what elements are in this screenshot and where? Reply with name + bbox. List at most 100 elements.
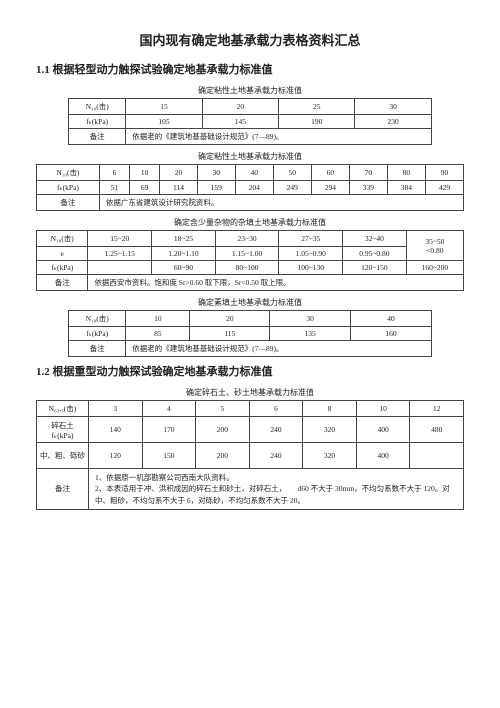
cell: 429: [425, 181, 463, 195]
cell: 480: [410, 417, 464, 443]
cell: 备注: [69, 341, 126, 357]
cell: 80~100: [215, 261, 279, 275]
cell: 1.25~1.15: [88, 247, 152, 261]
cell: 8: [303, 401, 357, 417]
cell: 备注: [37, 469, 89, 510]
cell: 0.95~0.80: [343, 247, 407, 261]
cell: fₖ(kPa): [37, 261, 88, 275]
cell: N₁₀(击): [69, 99, 126, 115]
cell: 30: [355, 99, 431, 115]
s2-table1: N₆₃.₅(击) 3 4 5 6 8 10 12 碎石土fₖ(kPa) 140 …: [36, 400, 464, 510]
cell: 339: [349, 181, 387, 195]
cell: N₆₃.₅(击): [37, 401, 89, 417]
cell: e: [37, 247, 88, 261]
cell: 400: [356, 417, 410, 443]
cell: 备注: [37, 275, 88, 291]
cell: 中、粗、砾砂: [37, 443, 89, 469]
table2-caption: 确定粘性土地基承载力标准值: [36, 151, 464, 162]
cell: 30: [270, 311, 351, 327]
cell: 114: [160, 181, 197, 195]
cell: 50: [273, 165, 311, 181]
cell: 90: [425, 165, 463, 181]
cell: 51: [99, 181, 129, 195]
cell: 20: [202, 99, 278, 115]
cell: 碎石土fₖ(kPa): [37, 417, 89, 443]
table-row: N₁₀(击) 15~20 18~25 23~30 27~35 32~40 35~…: [37, 231, 464, 247]
cell: 100~130: [279, 261, 343, 275]
cell: 60: [311, 165, 349, 181]
cell: 32~40: [343, 231, 407, 247]
cell: 40: [235, 165, 273, 181]
cell: 240: [249, 417, 303, 443]
cell: fₖ(kPa): [69, 327, 126, 341]
page-title: 国内现有确定地基承载力表格资料汇总: [36, 30, 464, 49]
table4-caption: 确定素填土地基承载力标准值: [36, 297, 464, 308]
cell: 3: [89, 401, 143, 417]
cell: N₁₀(击): [69, 311, 126, 327]
cell: 60~90: [152, 261, 216, 275]
cell: 160: [350, 327, 431, 341]
table-row: e 1.25~1.15 1.20~1.10 1.15~1.00 1.05~0.9…: [37, 247, 464, 261]
table-row: N₁₀(击) 15 20 25 30: [69, 99, 432, 115]
cell: 依据西安市资料。饱和度 Sr>0.60 取下限，Sr<0.50 取上限。: [88, 275, 464, 291]
table-row: fₖ(kPa) 105 145 190 230: [69, 115, 432, 129]
cell: 27~35: [279, 231, 343, 247]
table-row: 备注 依据广东省建筑设计研究院资料。: [37, 195, 464, 211]
cell: 30: [197, 165, 235, 181]
cell: 170: [142, 417, 196, 443]
cell: 10: [130, 165, 160, 181]
cell: 150: [142, 443, 196, 469]
cell: 105: [126, 115, 202, 129]
cell: 320: [303, 443, 357, 469]
cell: 10: [126, 311, 190, 327]
table-row: N₆₃.₅(击) 3 4 5 6 8 10 12: [37, 401, 464, 417]
cell: 15: [126, 99, 202, 115]
cell: 120: [89, 443, 143, 469]
table1: N₁₀(击) 15 20 25 30 fₖ(kPa) 105 145 190 2…: [68, 98, 432, 145]
cell: 400: [356, 443, 410, 469]
cell: N₁₀(击): [37, 165, 100, 181]
cell: 4: [142, 401, 196, 417]
cell: N₁₀(击): [37, 231, 88, 247]
table-row: 备注 依据老的《建筑地基基础设计规范》(7—89)。: [69, 129, 432, 145]
cell: 320: [303, 417, 357, 443]
cell: 20: [190, 311, 270, 327]
section-heading-2: 1.2 根据重型动力触探试验确定地基承载力标准值: [36, 363, 464, 379]
cell: [410, 443, 464, 469]
section-heading-1: 1.1 根据轻型动力触探试验确定地基承载力标准值: [36, 61, 464, 77]
cell: 1、依据原一机部勘察公司西南大队资料。 2、本表适用于冲、洪积成因的碎石土和砂土…: [89, 469, 464, 510]
cell: 80: [387, 165, 425, 181]
table-row: 备注 1、依据原一机部勘察公司西南大队资料。 2、本表适用于冲、洪积成因的碎石土…: [37, 469, 464, 510]
cell: 230: [355, 115, 431, 129]
page: 国内现有确定地基承载力表格资料汇总 1.1 根据轻型动力触探试验确定地基承载力标…: [0, 0, 500, 708]
cell: 15~20: [88, 231, 152, 247]
cell: 40: [350, 311, 431, 327]
cell: fₖ(kPa): [69, 115, 126, 129]
cell: 294: [311, 181, 349, 195]
cell: 1.05~0.90: [279, 247, 343, 261]
table-row: N₁₀(击) 10 20 30 40: [69, 311, 432, 327]
cell: 115: [190, 327, 270, 341]
cell: 135: [270, 327, 351, 341]
table-row: 备注 依据西安市资料。饱和度 Sr>0.60 取下限，Sr<0.50 取上限。: [37, 275, 464, 291]
table-row: fₖ(kPa) 60~90 80~100 100~130 120~150 160…: [37, 261, 464, 275]
cell: 190: [279, 115, 355, 129]
table4: N₁₀(击) 10 20 30 40 fₖ(kPa) 85 115 135 16…: [68, 310, 432, 357]
cell: 6: [249, 401, 303, 417]
s2-table1-caption: 确定碎石土、砂土地基承载力标准值: [36, 387, 464, 398]
cell: 20: [160, 165, 197, 181]
table-row: 中、粗、砾砂 120 150 200 240 320 400: [37, 443, 464, 469]
table3: N₁₀(击) 15~20 18~25 23~30 27~35 32~40 35~…: [36, 230, 464, 291]
table-row: fₖ(kPa) 51 69 114 159 204 249 294 339 38…: [37, 181, 464, 195]
cell: 240: [249, 443, 303, 469]
cell: 6: [99, 165, 129, 181]
cell: 35~50<0.80: [406, 231, 463, 261]
cell: [88, 261, 152, 275]
cell: 10: [356, 401, 410, 417]
table-row: fₖ(kPa) 85 115 135 160: [69, 327, 432, 341]
cell: 69: [130, 181, 160, 195]
cell: 204: [235, 181, 273, 195]
cell: 200: [196, 417, 250, 443]
cell: 85: [126, 327, 190, 341]
cell: fₖ(kPa): [37, 181, 100, 195]
